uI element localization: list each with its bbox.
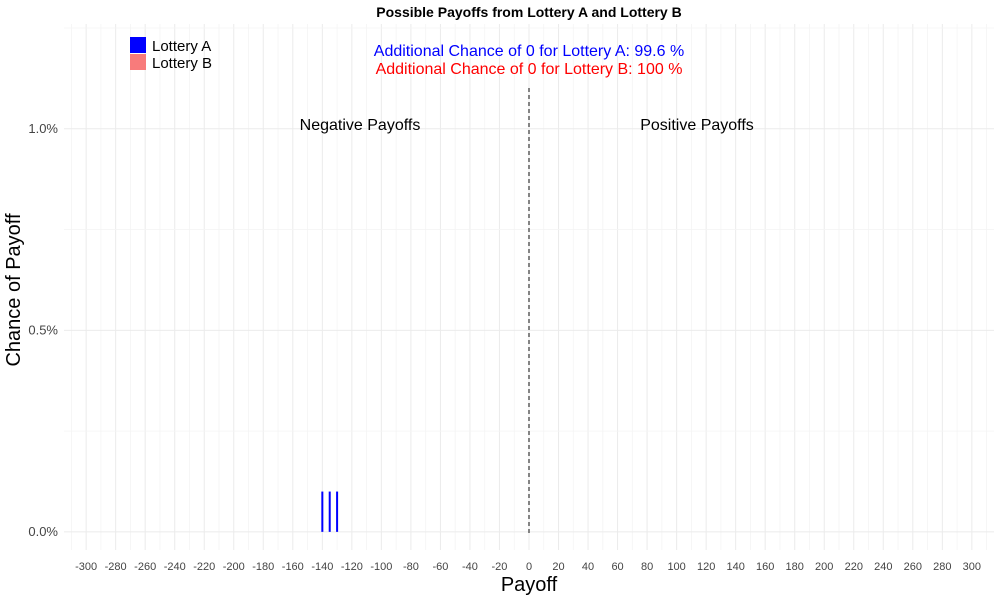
lottery-a-zero-note: Additional Chance of 0 for Lottery A: 99… bbox=[374, 43, 684, 60]
x-axis-title: Payoff bbox=[501, 574, 558, 596]
legend-swatch-lottery-a bbox=[130, 37, 146, 53]
bars-layer bbox=[321, 491, 339, 532]
x-tick-label: 80 bbox=[641, 561, 653, 573]
x-tick-label: -80 bbox=[403, 561, 419, 573]
x-tick-label: 160 bbox=[756, 561, 774, 573]
positive-payoffs-label: Positive Payoffs bbox=[640, 117, 754, 134]
x-tick-label: -160 bbox=[282, 561, 304, 573]
x-tick-label: -180 bbox=[252, 561, 274, 573]
x-tick-label: 200 bbox=[815, 561, 833, 573]
x-tick-label: -140 bbox=[311, 561, 333, 573]
x-tick-labels: -300 -280 -260 -240 -220 -200 -180 -160 -140 -120… bbox=[75, 561, 981, 573]
x-tick-label: -280 bbox=[105, 561, 127, 573]
legend-swatch-lottery-b bbox=[130, 54, 146, 70]
y-tick-label: 0.0% bbox=[28, 524, 58, 539]
x-tick-label: 220 bbox=[845, 561, 863, 573]
x-tick-label: -100 bbox=[370, 561, 392, 573]
x-tick-label: 0 bbox=[526, 561, 532, 573]
x-tick-label: 120 bbox=[697, 561, 715, 573]
x-tick-label: 60 bbox=[611, 561, 623, 573]
x-tick-label: 20 bbox=[552, 561, 564, 573]
legend-label-lottery-b: Lottery B bbox=[152, 55, 212, 72]
x-tick-label: 300 bbox=[963, 561, 981, 573]
x-tick-label: 100 bbox=[667, 561, 685, 573]
x-tick-label: 240 bbox=[874, 561, 892, 573]
legend: Lottery A Lottery B bbox=[130, 37, 212, 72]
x-tick-label: -240 bbox=[164, 561, 186, 573]
x-tick-label: -120 bbox=[341, 561, 363, 573]
y-tick-label: 0.5% bbox=[28, 322, 58, 337]
y-tick-labels: 0.0% 0.5% 1.0% bbox=[28, 121, 58, 539]
x-tick-label: 40 bbox=[582, 561, 594, 573]
x-tick-label: 260 bbox=[904, 561, 922, 573]
x-tick-label: -220 bbox=[193, 561, 215, 573]
x-tick-label: -300 bbox=[75, 561, 97, 573]
y-axis-title: Chance of Payoff bbox=[3, 213, 25, 367]
x-tick-label: 180 bbox=[786, 561, 804, 573]
x-tick-label: 280 bbox=[933, 561, 951, 573]
lottery-b-zero-note: Additional Chance of 0 for Lottery B: 10… bbox=[376, 61, 683, 78]
legend-label-lottery-a: Lottery A bbox=[152, 38, 211, 55]
x-tick-label: -40 bbox=[462, 561, 478, 573]
chart-title: Possible Payoffs from Lottery A and Lott… bbox=[376, 4, 681, 20]
x-tick-label: 140 bbox=[726, 561, 744, 573]
x-tick-label: -60 bbox=[432, 561, 448, 573]
y-tick-label: 1.0% bbox=[28, 121, 58, 136]
negative-payoffs-label: Negative Payoffs bbox=[300, 117, 421, 134]
x-tick-label: -260 bbox=[134, 561, 156, 573]
x-tick-label: -20 bbox=[492, 561, 508, 573]
x-tick-label: -200 bbox=[223, 561, 245, 573]
gridlines bbox=[64, 24, 994, 550]
